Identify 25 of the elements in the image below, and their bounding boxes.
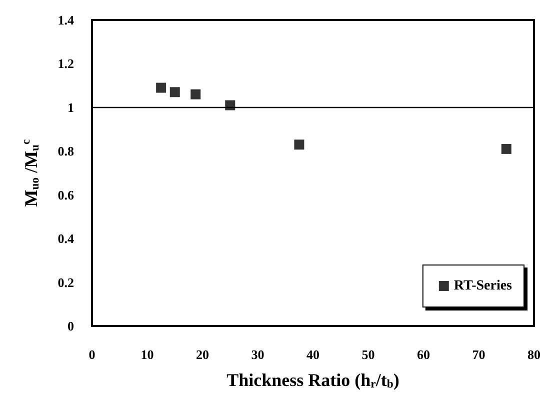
point: [294, 140, 304, 150]
y-axis-title: Muo /Muc: [20, 139, 42, 207]
point: [156, 82, 166, 93]
x-tick-label: 10: [140, 347, 154, 362]
y-tick-label: 1: [68, 100, 74, 115]
point: [501, 144, 512, 154]
x-tick-label: 70: [472, 347, 486, 362]
y-tick-label: 0.8: [58, 144, 74, 159]
y-tick-label: 0.2: [58, 274, 74, 290]
x-tick-label: 80: [528, 347, 540, 362]
y-tick-label: 0.4: [58, 231, 74, 246]
y-tick-label: 1.2: [58, 56, 74, 72]
point: [225, 100, 236, 110]
y-tick-label: 0: [68, 318, 74, 334]
point: [170, 87, 180, 98]
x-tick-label: 60: [417, 347, 430, 362]
x-tick-label: 30: [251, 347, 264, 362]
x-tick-label: 20: [196, 347, 209, 362]
y-tick-label: 0.6: [58, 187, 74, 202]
x-tick-label: 40: [306, 347, 320, 362]
x-tick-label: 0: [88, 347, 96, 362]
legend-label: RT-Series: [454, 278, 513, 294]
y-tick-label: 1.4: [58, 12, 74, 28]
x-tick-label: 50: [362, 347, 375, 362]
point: [190, 89, 201, 100]
